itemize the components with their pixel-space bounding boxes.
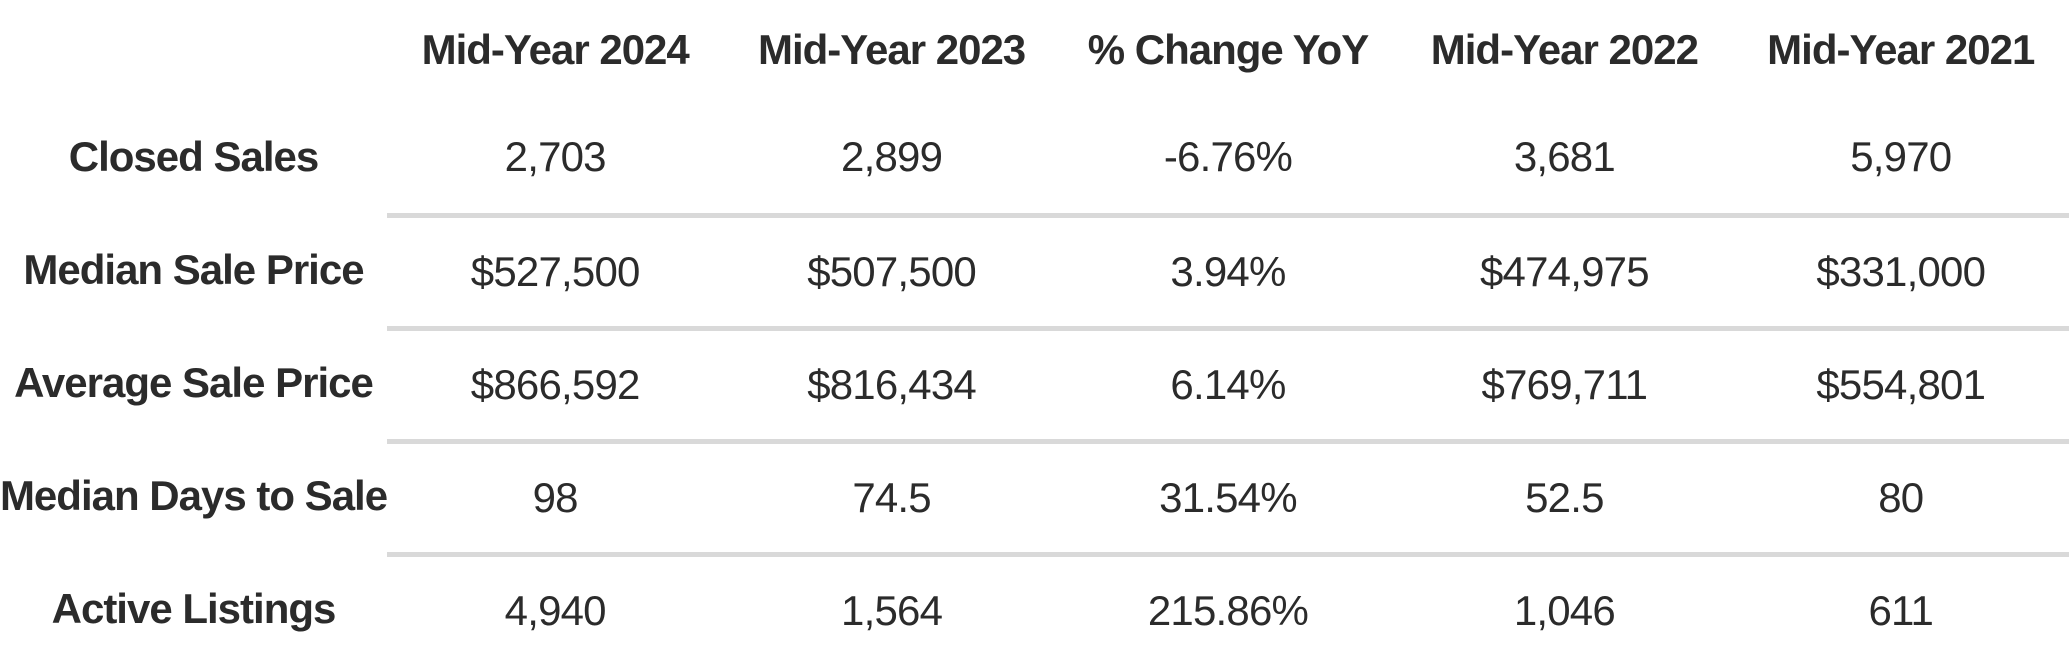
cell-value: 2,899 [841,132,943,180]
cell-value: $769,711 [1396,326,1733,439]
cell-value: 215.86% [1059,552,1397,665]
cell-value: 52.5 [1396,439,1733,552]
column-header-mid-year-2023: Mid-Year 2023 [758,26,1026,73]
row-label-median-sale-price: Median Sale Price [23,245,364,293]
cell-value: 2,703 [504,132,607,180]
corner-cell [0,0,387,100]
cell-value: 74.5 [723,439,1060,552]
cell-value: $474,975 [1396,213,1733,326]
cell-value: $554,801 [1732,326,2069,439]
cell-value: $816,434 [723,326,1060,439]
cell-value: 31.54% [1059,439,1397,552]
cell-value: $866,592 [387,326,724,439]
cell-value: 80 [1732,439,2069,552]
cell-value: 611 [1732,552,2069,665]
column-header-mid-year-2022: Mid-Year 2022 [1430,26,1699,73]
cell-value: 1,046 [1396,552,1733,665]
column-header-mid-year-2021: Mid-Year 2021 [1767,26,2035,73]
cell-value: $527,500 [387,213,724,326]
row-label-median-days-to-sale: Median Days to Sale [0,471,388,519]
cell-value: -6.76% [1163,132,1293,180]
cell-value: 6.14% [1059,326,1397,439]
cell-value: 98 [387,439,724,552]
column-header-mid-year-2024: Mid-Year 2024 [421,26,690,73]
cell-value: 1,564 [723,552,1060,665]
cell-value: $507,500 [723,213,1060,326]
row-label-closed-sales: Closed Sales [68,132,319,180]
row-label-average-sale-price: Average Sale Price [14,358,374,406]
cell-value: 3,681 [1513,132,1616,180]
cell-value: 4,940 [387,552,724,665]
cell-value: 3.94% [1059,213,1397,326]
cell-value: 5,970 [1850,132,1952,180]
column-header-pct-change-yoy: % Change YoY [1087,26,1370,73]
row-label-active-listings: Active Listings [51,584,337,632]
cell-value: $331,000 [1732,213,2069,326]
